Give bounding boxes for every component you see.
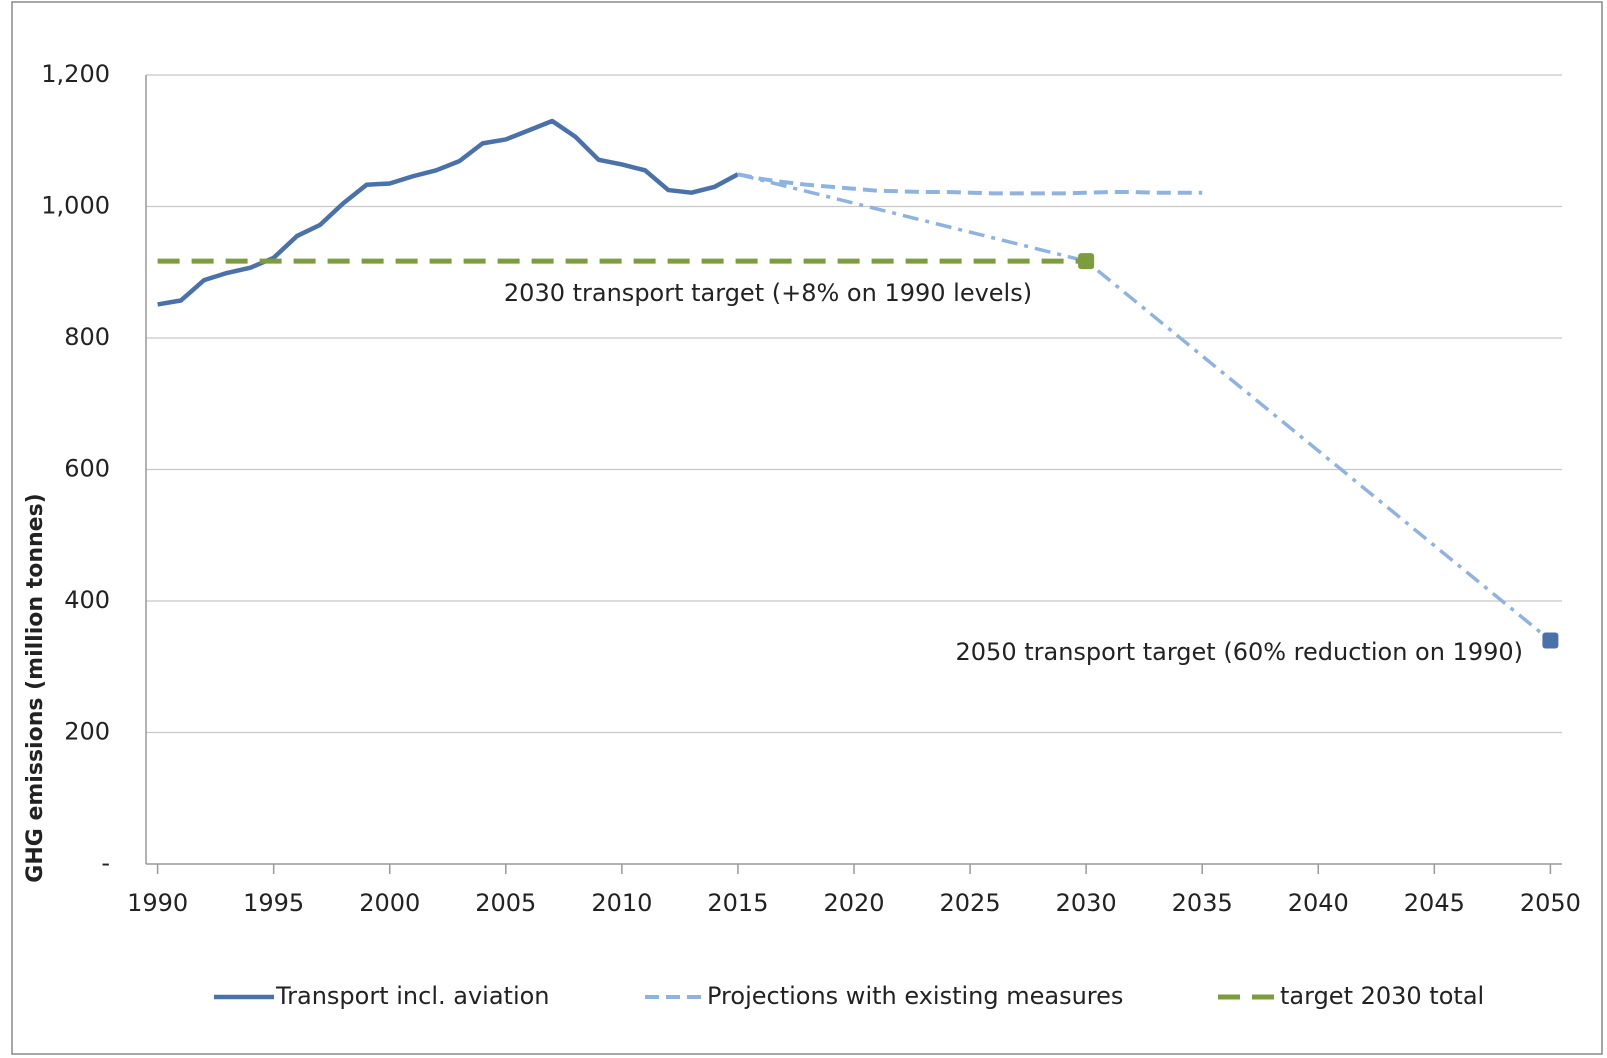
y-tick-label: 1,000 [41,192,110,220]
x-tick-label: 1995 [243,889,304,917]
series-line [737,172,1203,196]
series-line [157,118,740,307]
y-tick-label: 600 [64,455,110,483]
x-tick-label: 2040 [1288,889,1349,917]
y-tick-label: 800 [64,323,110,351]
x-tick-label: 2005 [475,889,536,917]
x-tick-label: 2020 [823,889,884,917]
x-tick-label: 2010 [591,889,652,917]
y-tick-label: 200 [64,718,110,746]
y-tick-label: 400 [64,586,110,614]
annotation: 2030 transport target (+8% on 1990 level… [504,279,1032,307]
marker [1078,253,1095,270]
marker [1542,632,1559,649]
annotation: 2050 transport target (60% reduction on … [956,638,1523,666]
series-line [737,172,1552,642]
x-tick-label: 2000 [359,889,420,917]
y-tick-label: - [101,849,110,877]
legend-label: Projections with existing measures [707,982,1123,1010]
x-tick-label: 2030 [1056,889,1117,917]
x-tick-label: 2050 [1520,889,1581,917]
chart-border [11,1,1603,1055]
x-tick-label: 2015 [707,889,768,917]
x-tick-label: 1990 [127,889,188,917]
x-tick-label: 2045 [1404,889,1465,917]
legend-label: Transport incl. aviation [275,982,550,1010]
legend-label: target 2030 total [1280,982,1484,1010]
x-tick-label: 2035 [1172,889,1233,917]
x-tick-label: 2025 [940,889,1001,917]
y-tick-label: 1,200 [41,60,110,88]
y-axis-label: GHG emissions (million tonnes) [23,493,48,882]
